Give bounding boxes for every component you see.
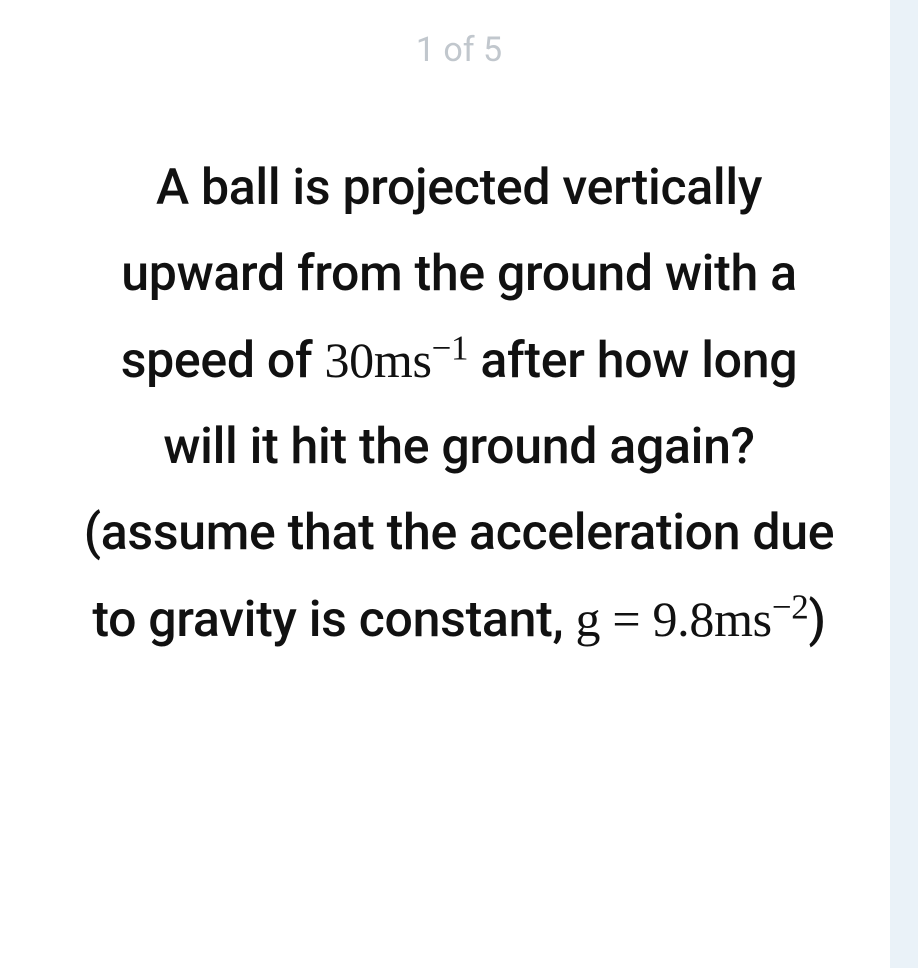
closing-paren: ) [808, 591, 825, 649]
speed-exponent: −1 [432, 328, 469, 367]
scrollbar-track[interactable] [890, 0, 918, 968]
pagination-indicator: 1 of 5 [416, 30, 502, 70]
speed-value: 30ms−1 [324, 332, 468, 388]
g-exponent: −2 [772, 587, 809, 626]
question-text: A ball is projected vertically upward fr… [39, 145, 879, 663]
g-expression: g = 9.8ms−2 [575, 591, 808, 647]
